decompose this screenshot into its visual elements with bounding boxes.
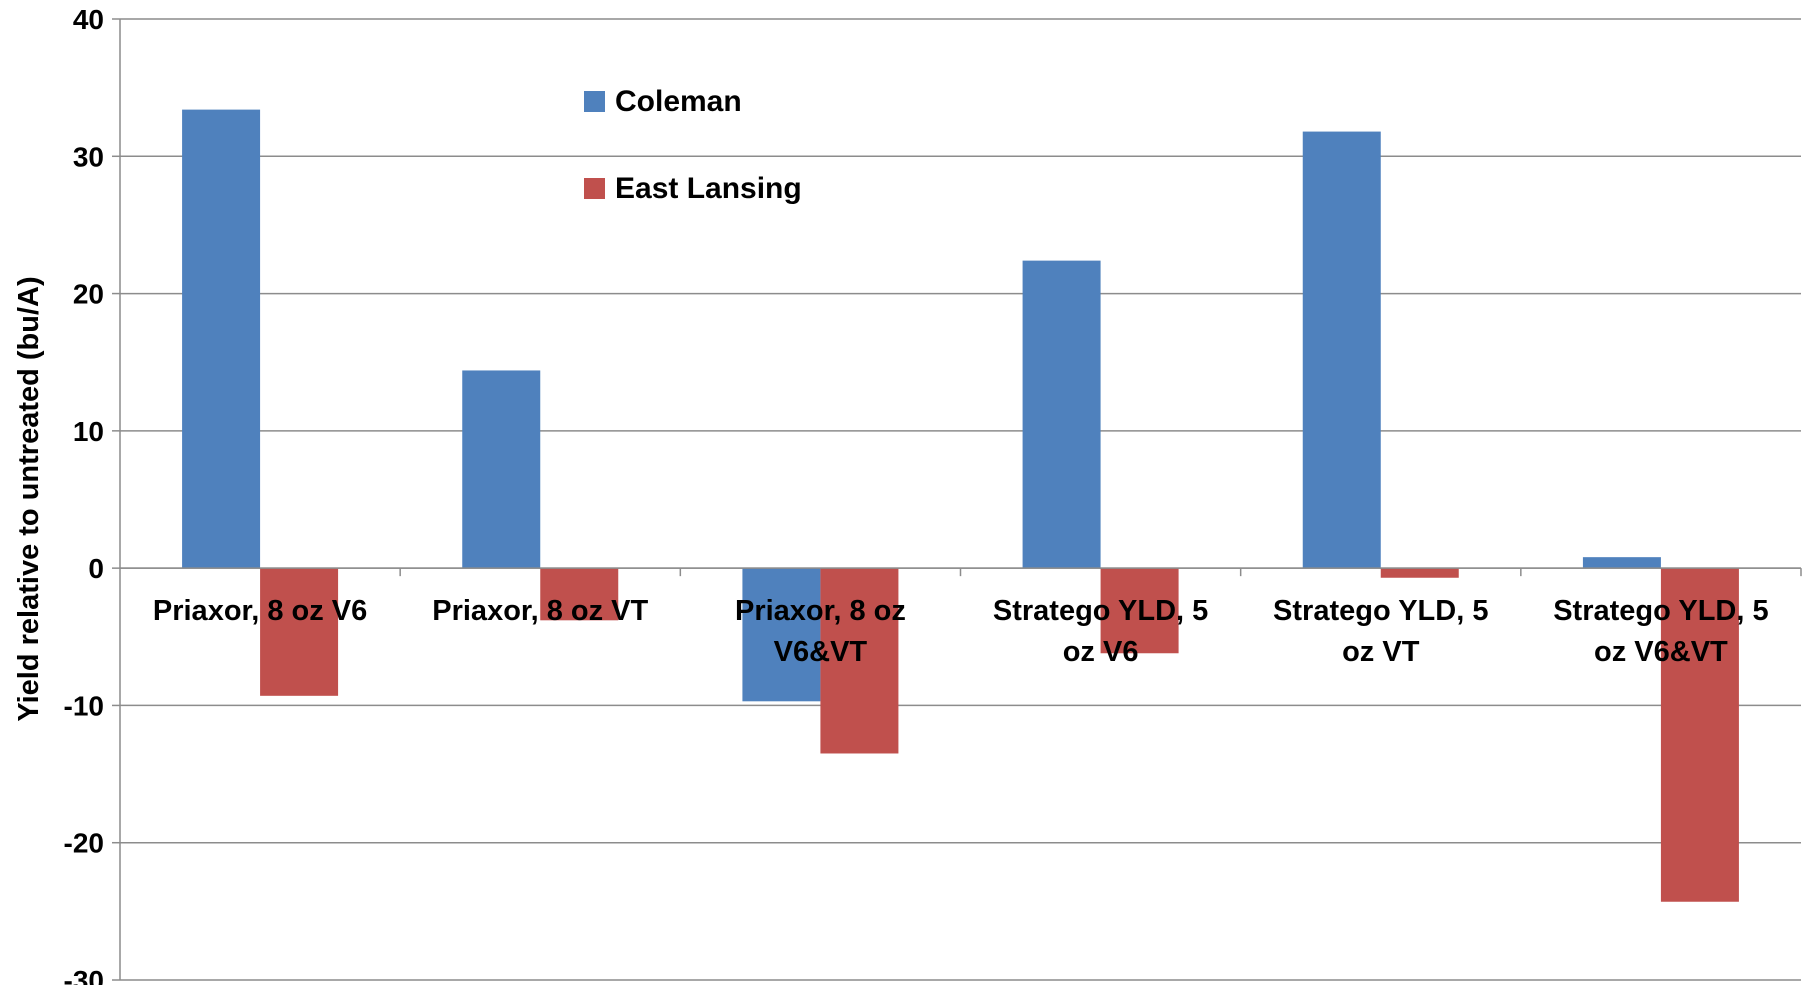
legend: Coleman East Lansing [584,85,802,205]
x-category-label: Priaxor, 8 oz VT [432,595,648,627]
bar-coleman [462,370,541,569]
bar-east-lansing [540,568,619,621]
bar-coleman [1302,131,1381,569]
legend-label: East Lansing [615,172,802,205]
y-tick-label: -10 [64,690,104,721]
y-axis-ticks: 40 30 20 10 0 -10 -20 -30 [64,4,104,985]
bar-east-lansing [260,568,339,696]
bar-coleman [1022,260,1101,569]
gridlines [112,18,1801,981]
x-category-label: Stratego YLD, 5 oz VT [1273,595,1488,668]
axes [119,19,1802,980]
bars [182,109,1739,902]
y-tick-label: 30 [73,141,104,172]
bar-coleman [182,109,261,569]
y-tick-label: 10 [73,416,104,447]
y-axis-title: Yield relative to untreated (bu/A) [13,276,45,721]
x-category-label: Stratego YLD, 5 oz V6&VT [1553,595,1768,668]
bar-east-lansing [820,568,899,754]
x-category-label: Stratego YLD, 5 oz V6 [993,595,1208,668]
y-tick-label: 20 [73,279,104,310]
bar-coleman [1582,557,1661,569]
legend-swatch [584,91,605,112]
legend-swatch [584,178,605,199]
x-category-label: Priaxor, 8 oz V6 [153,595,367,627]
bar-east-lansing [1380,568,1459,578]
category-labels: Priaxor, 8 oz V6 Priaxor, 8 oz VT Priaxor,… [153,595,1769,668]
bar-east-lansing [1660,568,1739,902]
y-tick-label: -20 [64,828,104,859]
bar-east-lansing [1100,568,1179,654]
y-tick-label: 40 [73,4,104,35]
y-tick-label: 0 [88,553,104,584]
y-tick-label: -30 [64,965,104,985]
bar-coleman [742,568,821,702]
x-category-label: Priaxor, 8 oz V6&VT [735,595,906,668]
legend-label: Coleman [615,85,742,118]
